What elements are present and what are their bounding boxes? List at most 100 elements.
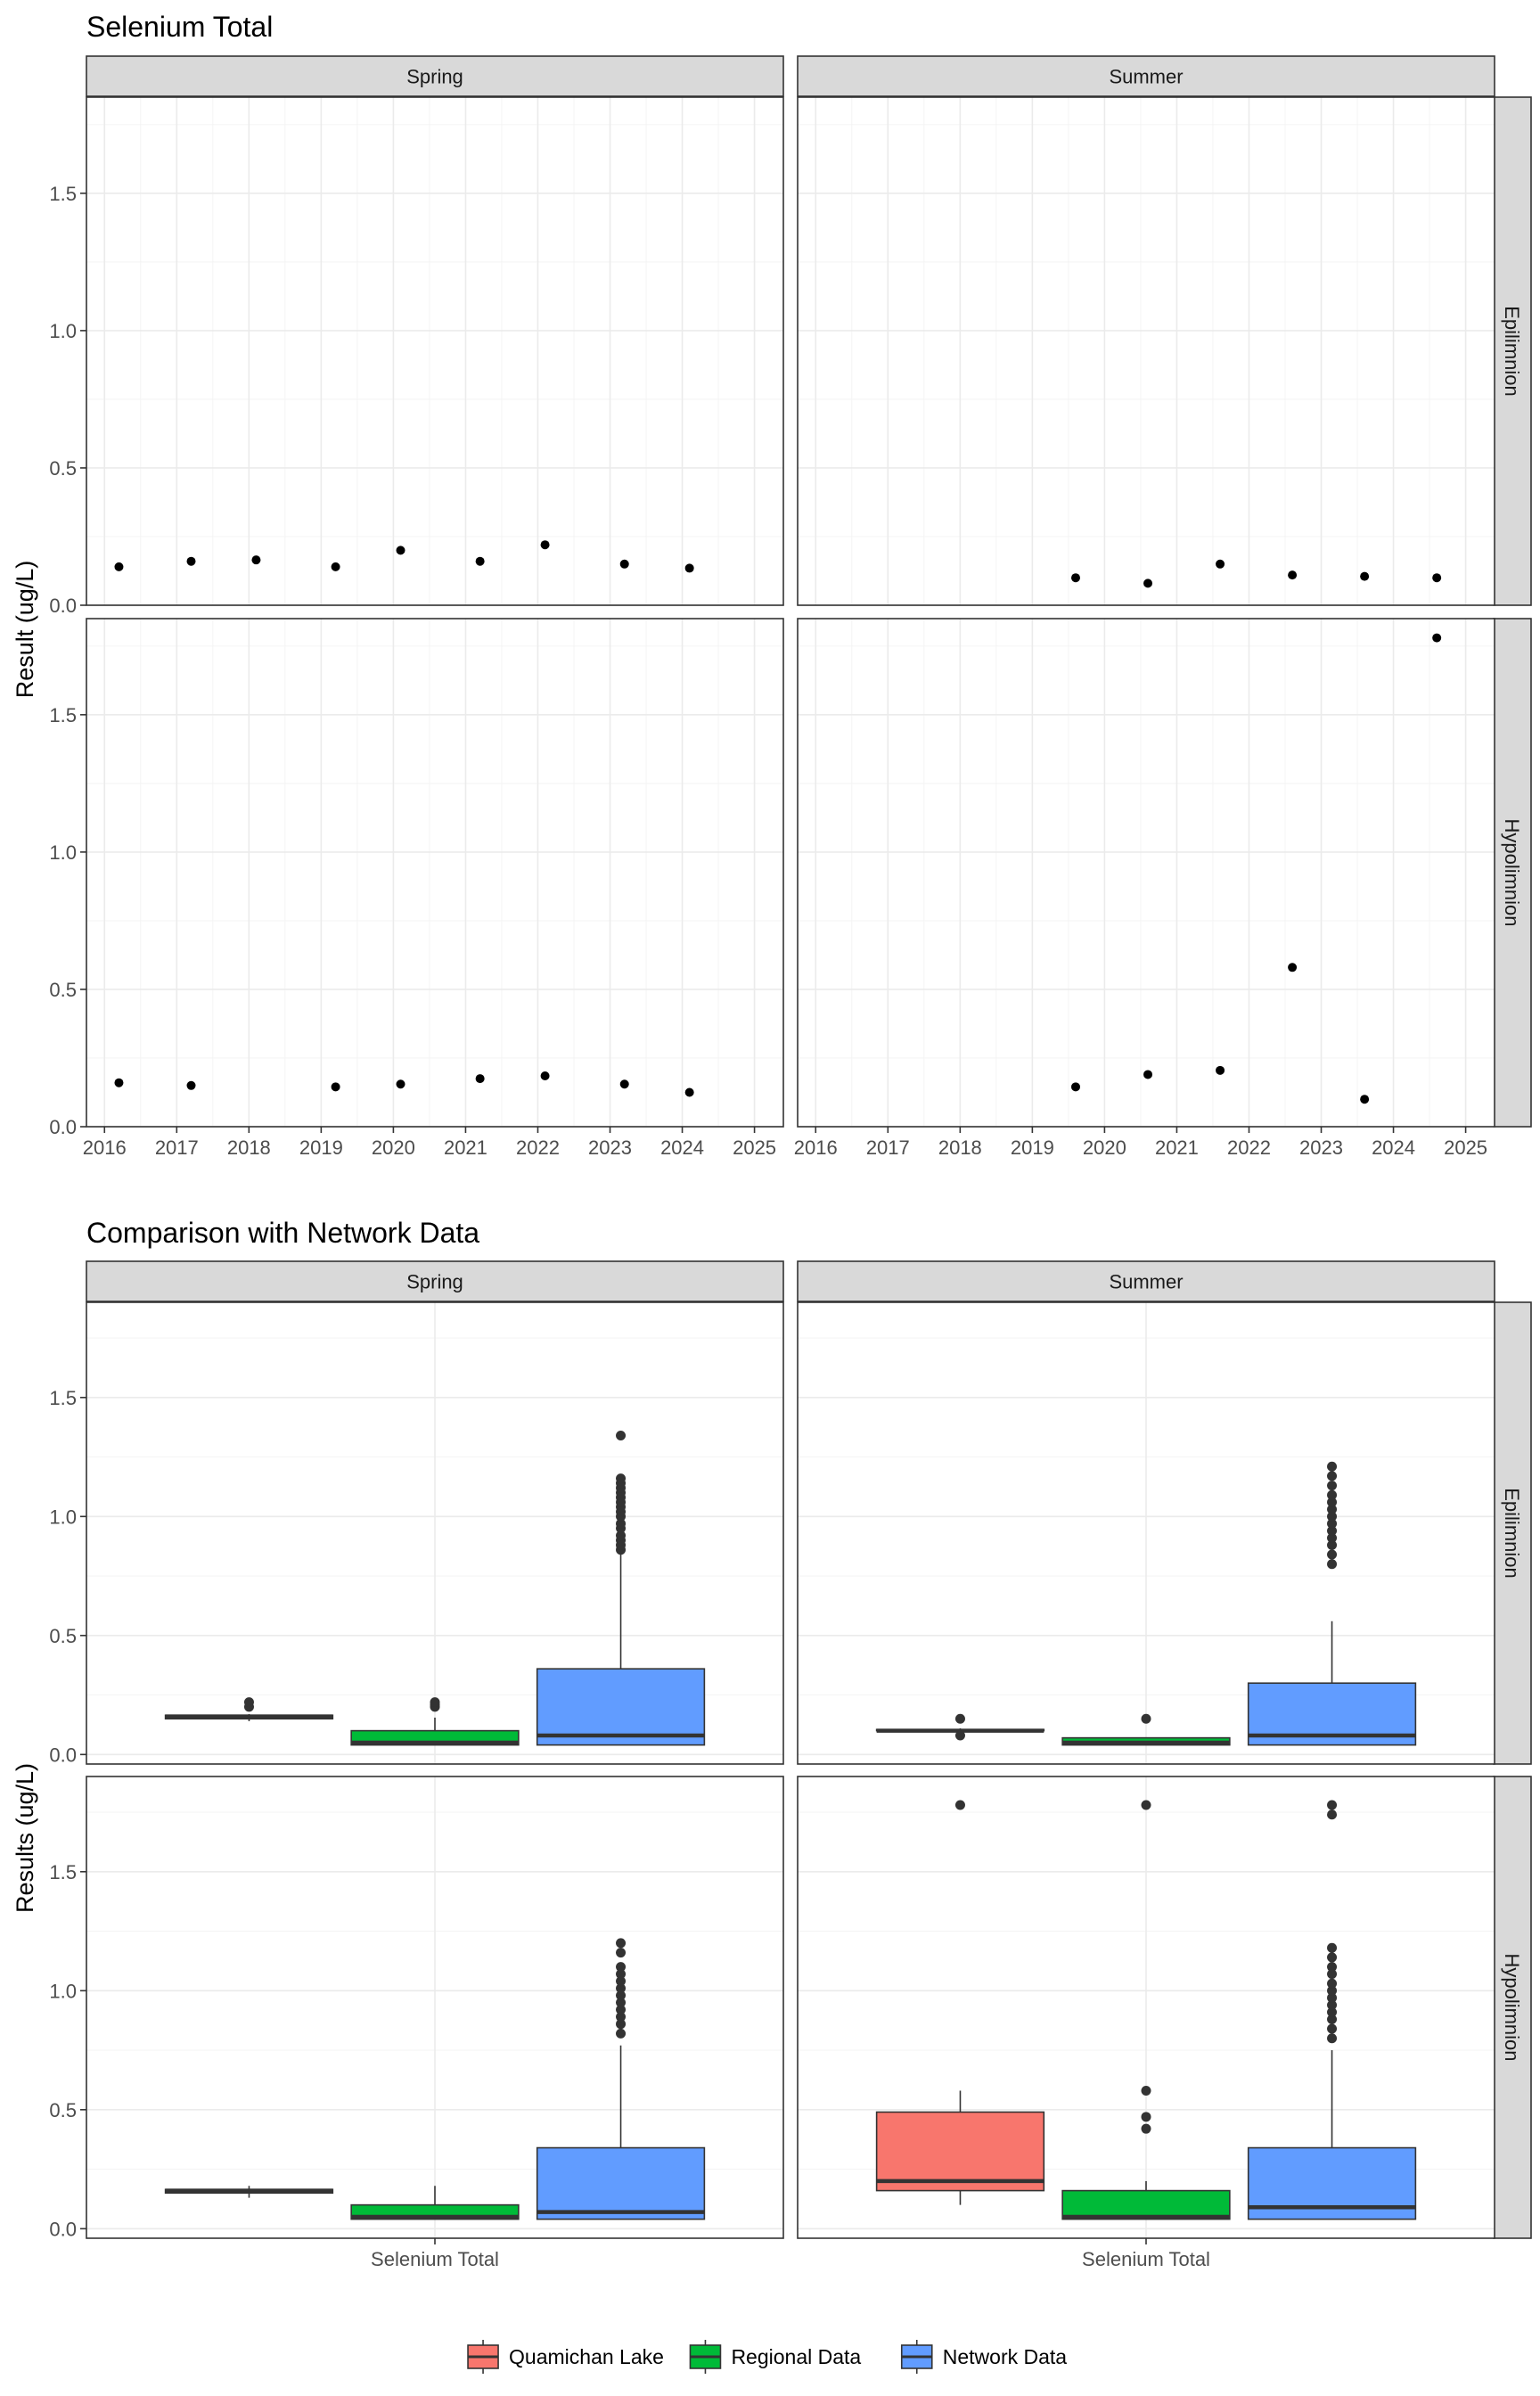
outlier-point [616,1990,627,2001]
x-tick-label: 2022 [1227,1136,1271,1159]
outlier-point [1327,1532,1338,1543]
data-point [396,546,405,555]
panel-border [797,96,1495,606]
panel-background [798,619,1495,1127]
bottom-strip-epilimnion: Epilimnion [1493,1301,1532,1765]
x-tick-label: 2023 [1299,1136,1343,1159]
outlier-point [1327,1461,1338,1472]
outlier-point [616,1962,627,1973]
x-tick-label: 2023 [588,1136,632,1159]
outlier-point [1327,1539,1338,1550]
top-strip-epilimnion: Epilimnion [1493,96,1532,606]
x-tick-label: Selenium Total [1082,2248,1210,2270]
box-quamichan-lake [164,2186,334,2198]
outlier-point [1327,1549,1338,1560]
data-point [1143,578,1153,588]
box-body [536,2146,706,2220]
y-tick-label: 1.0 [49,1506,77,1528]
outlier-point [1327,1985,1338,1996]
data-point [1216,559,1225,569]
strip-background [797,1260,1495,1302]
outlier-point [1327,1525,1338,1536]
data-point [186,1080,196,1090]
strip-background [1493,96,1532,606]
x-tick-label: Selenium Total [371,2248,499,2270]
y-tick-label: 1.5 [49,704,77,726]
y-tick-label: 1.0 [49,1980,77,2002]
top-panel-spring-epilimnion: 0.0 0.5 1.0 1.5 [49,96,784,617]
strip-label: Summer [1109,66,1183,88]
data-point [251,555,261,565]
bottom-strip-hypolimnion: Hypolimnion [1493,1776,1532,2239]
outlier-point [1141,2123,1151,2134]
outlier-point [1327,1942,1338,1953]
panel-background [86,619,783,1127]
data-point [1288,570,1298,580]
box-body [1061,2189,1231,2220]
y-tick-label: 1.5 [49,1387,77,1409]
x-tick-label: 2021 [1155,1136,1199,1159]
strip-background [797,55,1495,97]
outlier-point [1327,1800,1338,1810]
legend-label: Regional Data [731,2345,861,2368]
box-network-data [1247,1461,1417,1746]
x-tick-label: 2018 [227,1136,271,1159]
panel-border [86,618,784,1128]
outlier-point [1327,1978,1338,1989]
top-strip-summer: Summer [797,55,1495,97]
data-point [684,563,694,573]
outlier-point [1327,1497,1338,1507]
data-point [1070,573,1080,583]
data-point [684,1087,694,1097]
box-network-data [1247,1800,1417,2220]
y-tick-label: 0.5 [49,457,77,480]
box-regional-data [350,1697,520,1746]
outlier-point [1327,1489,1338,1500]
outlier-point [616,1518,627,1529]
outlier-point [616,1998,627,2008]
outlier-point [1327,1952,1338,1963]
bottom-chart-title: Comparison with Network Data [86,1217,479,1249]
outlier-point [243,1697,254,1708]
outlier-point [430,1697,440,1708]
outlier-point [1327,1518,1338,1529]
data-point [396,1079,405,1089]
legend: Quamichan Lake Regional Data Network Data [467,2340,1067,2374]
bottom-panel-summer-hypolimnion: Selenium Total [797,1776,1495,2270]
y-tick-label: 0.0 [49,1116,77,1138]
top-strip-hypolimnion: Hypolimnion [1493,618,1532,1128]
y-tick-label: 0.0 [49,2218,77,2240]
outlier-point [1327,1962,1338,1973]
outlier-point [1327,1809,1338,1820]
strip-label: Epilimnion [1501,306,1523,397]
box-regional-data [1061,1713,1231,1746]
x-tick-label: 2025 [733,1136,776,1159]
outlier-point [616,1976,627,1987]
legend-item-regional-data: Regional Data [689,2340,861,2374]
panels-layer: Spring Summer Epilimnion Hypolimnion 0.0 0.5 1… [49,55,1532,2270]
x-tick-label: 2024 [660,1136,704,1159]
outlier-point [1327,2023,1338,2034]
top-y-axis-title: Result (ug/L) [12,561,38,699]
data-point [331,1082,340,1092]
x-tick-label: 2022 [516,1136,560,1159]
outlier-point [616,1431,627,1441]
outlier-point [616,1948,627,1958]
data-point [1070,1082,1080,1092]
strip-background [86,1260,784,1302]
bottom-panel-spring-hypolimnion: 0.0 0.5 1.0 1.5 Selenium Total [49,1776,784,2270]
x-tick-label: 2020 [1083,1136,1126,1159]
y-tick-label: 0.5 [49,2099,77,2121]
bottom-strip-summer: Summer [797,1260,1495,1302]
outlier-point [616,1530,627,1541]
strip-label: Spring [406,66,463,88]
top-panel-spring-hypolimnion: 0.0 0.5 1.0 1.5 2016 2017 2018 2019 2020 2021 2022… [49,618,784,1159]
bottom-strip-spring: Spring [86,1260,784,1302]
outlier-point [1141,1800,1151,1810]
x-tick-label: 2025 [1444,1136,1487,1159]
bottom-panel-summer-epilimnion [797,1301,1495,1765]
strip-background [1493,618,1532,1128]
outlier-point [616,2012,627,2023]
outlier-point [616,1969,627,1980]
x-tick-label: 2017 [155,1136,199,1159]
